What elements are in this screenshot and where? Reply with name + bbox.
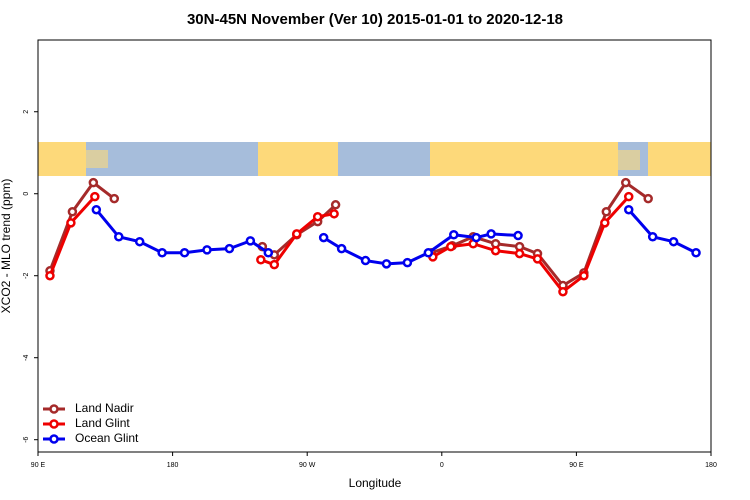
point — [623, 191, 634, 202]
legend-label: Land Nadir — [75, 401, 134, 415]
point — [621, 177, 631, 188]
y-tick-label: -6 — [23, 436, 30, 442]
point — [202, 245, 212, 255]
point — [256, 254, 266, 265]
legend-marker — [49, 434, 59, 444]
point — [179, 248, 190, 258]
x-tick-label: 180 — [705, 462, 717, 469]
point — [88, 177, 99, 188]
point — [291, 229, 302, 239]
legend-label: Land Glint — [75, 416, 130, 430]
point — [45, 270, 55, 281]
y-tick-label: -4 — [23, 354, 30, 360]
point — [643, 193, 653, 204]
point — [668, 236, 679, 247]
point — [381, 259, 392, 269]
point — [330, 200, 341, 210]
y-tick-label: -2 — [23, 273, 30, 279]
legend-marker — [49, 404, 59, 414]
legend-label: Ocean Glint — [75, 431, 139, 445]
point — [245, 236, 256, 246]
point — [91, 204, 102, 215]
chart-title: 30N-45N November (Ver 10) 2015-01-01 to … — [187, 11, 563, 28]
legend-marker — [49, 419, 59, 429]
point — [446, 241, 456, 252]
point — [360, 255, 371, 266]
point — [579, 270, 589, 281]
point — [691, 248, 701, 258]
point — [600, 218, 610, 228]
x-tick-label: 90 W — [299, 462, 316, 469]
point — [312, 211, 323, 222]
y-tick-label: 0 — [23, 192, 30, 196]
point — [269, 259, 280, 270]
point — [558, 286, 568, 297]
point — [66, 218, 76, 228]
point — [486, 229, 496, 239]
point — [471, 232, 481, 243]
point — [263, 248, 274, 258]
point — [336, 243, 347, 254]
point — [601, 207, 612, 217]
point — [402, 257, 413, 268]
point — [449, 229, 459, 240]
point — [329, 209, 339, 219]
point — [318, 232, 329, 243]
point — [90, 191, 100, 202]
point — [490, 245, 501, 256]
point — [532, 254, 543, 264]
x-axis-label: Longitude — [349, 476, 402, 490]
y-axis-label: XCO2 - MLO trend (ppm) — [0, 179, 13, 314]
point — [513, 230, 523, 241]
map-band — [38, 142, 711, 176]
plot-frame — [37, 39, 712, 453]
x-tick-label: 0 — [440, 462, 444, 469]
point — [514, 248, 525, 259]
point — [423, 248, 434, 258]
point — [67, 207, 78, 217]
point — [224, 243, 235, 254]
point — [157, 248, 167, 258]
y-tick-label: 2 — [23, 110, 30, 114]
x-tick-label: 90 E — [31, 462, 46, 469]
point — [623, 204, 634, 215]
point — [134, 236, 145, 247]
point — [114, 232, 124, 242]
point — [109, 193, 120, 204]
series-line — [48, 180, 650, 288]
point — [647, 232, 658, 242]
x-tick-label: 90 E — [569, 462, 584, 469]
x-tick-label: 180 — [167, 462, 179, 469]
